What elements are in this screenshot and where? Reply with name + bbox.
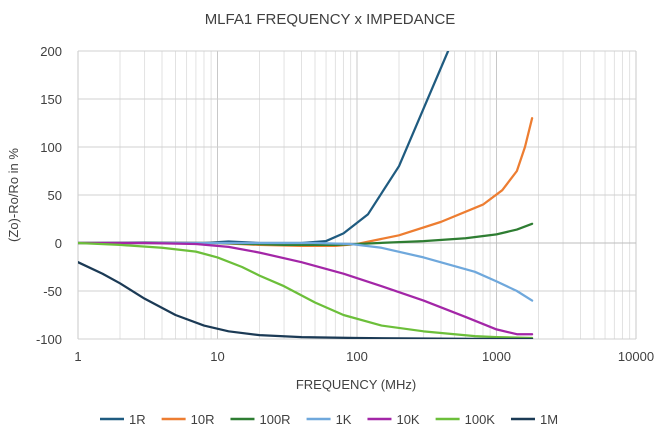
y-tick-label: 150 xyxy=(40,92,62,107)
data-series xyxy=(78,51,534,339)
x-tick-label: 100 xyxy=(346,349,368,364)
legend-label: 1M xyxy=(540,412,558,427)
legend-label: 10R xyxy=(191,412,215,427)
grid-lines xyxy=(77,50,637,340)
y-tick-label: 50 xyxy=(48,188,62,203)
legend-item-1r: 1R xyxy=(100,412,146,427)
series-line-1m xyxy=(78,261,534,339)
legend-item-100r: 100R xyxy=(230,412,291,427)
x-tick-label: 10 xyxy=(210,349,224,364)
y-tick-label: -50 xyxy=(43,284,62,299)
legend-item-10r: 10R xyxy=(161,412,215,427)
legend-label: 1K xyxy=(336,412,352,427)
legend-label: 100K xyxy=(465,412,496,427)
series-line-10r xyxy=(78,117,534,248)
y-axis-label: (Zo)-Ro/Ro in % xyxy=(6,148,21,242)
x-tick-label: 1000 xyxy=(482,349,511,364)
y-tick-label: 100 xyxy=(40,140,62,155)
y-tick-label: 0 xyxy=(55,236,62,251)
x-axis-label: FREQUENCY (MHz) xyxy=(296,377,416,392)
legend-item-1m: 1M xyxy=(510,412,558,427)
series-line-10k xyxy=(78,241,534,336)
chart-title: MLFA1 FREQUENCY x IMPEDANCE xyxy=(205,11,456,28)
legend-label: 1R xyxy=(129,412,146,427)
x-tick-label: 10000 xyxy=(618,349,654,364)
legend-label: 100R xyxy=(259,412,290,427)
legend-item-100k: 100K xyxy=(435,412,496,427)
legend-item-10k: 10K xyxy=(367,412,420,427)
series-line-100k xyxy=(78,241,534,339)
y-tick-label: -100 xyxy=(36,332,62,347)
legend-item-1k: 1K xyxy=(306,412,352,427)
x-tick-label: 1 xyxy=(74,349,81,364)
y-tick-label: 200 xyxy=(40,44,62,59)
legend-label: 10K xyxy=(396,412,419,427)
legend: 1R 10R 100R 1K 10K 100K 1M xyxy=(100,412,558,427)
axes: 1 10 100 1000 10000 200 150 100 50 0 -50 -100 xyxy=(36,44,654,364)
series-line-1k xyxy=(78,241,534,302)
